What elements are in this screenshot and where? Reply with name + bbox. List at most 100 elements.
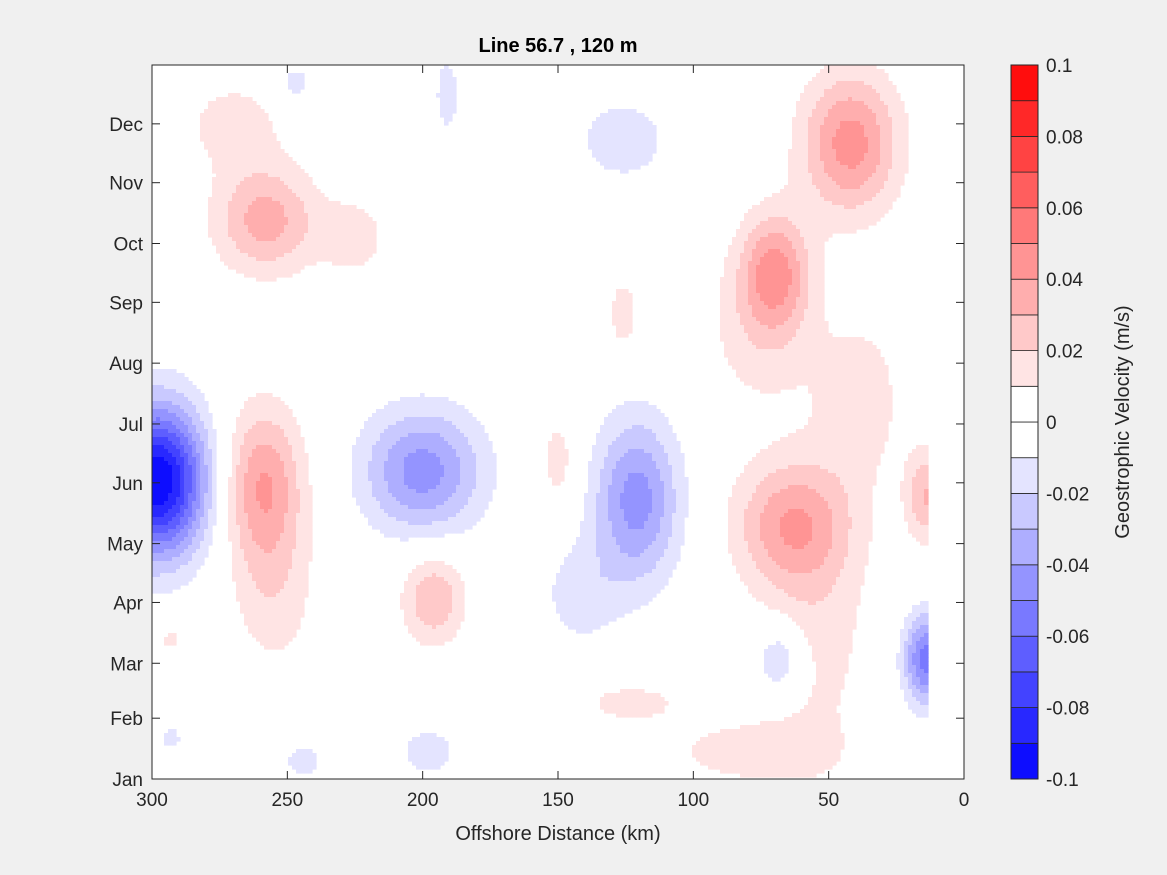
- contour-cell: [224, 173, 229, 178]
- contour-cell: [824, 185, 829, 190]
- contour-cell: [876, 417, 881, 422]
- contour-cell: [212, 217, 217, 222]
- contour-cell: [248, 117, 253, 122]
- contour-cell: [884, 137, 889, 142]
- contour-cell: [224, 213, 229, 218]
- contour-cell: [180, 405, 185, 410]
- contour-cell: [828, 233, 833, 238]
- contour-cell: [868, 357, 873, 362]
- contour-cell: [436, 417, 441, 422]
- contour-cell: [448, 85, 453, 90]
- contour-cell: [752, 245, 757, 250]
- contour-cell: [860, 81, 865, 86]
- contour-cell: [812, 345, 817, 350]
- contour-cell: [272, 425, 277, 430]
- contour-cell: [272, 417, 277, 422]
- contour-cell: [240, 201, 245, 206]
- contour-cell: [812, 317, 817, 322]
- contour-cell: [864, 389, 869, 394]
- contour-cell: [208, 441, 213, 446]
- contour-cell: [868, 409, 873, 414]
- contour-cell: [756, 273, 761, 278]
- contour-cell: [280, 437, 285, 442]
- contour-cell: [444, 85, 449, 90]
- contour-cell: [448, 113, 453, 118]
- contour-cell: [392, 433, 397, 438]
- contour-cell: [632, 421, 637, 426]
- contour-cell: [160, 377, 165, 382]
- contour-cell: [256, 417, 261, 422]
- contour-cell: [876, 401, 881, 406]
- contour-cell: [788, 205, 793, 210]
- contour-cell: [608, 165, 613, 170]
- contour-cell: [256, 213, 261, 218]
- contour-cell: [820, 213, 825, 218]
- contour-cell: [268, 173, 273, 178]
- contour-cell: [728, 329, 733, 334]
- contour-cell: [600, 433, 605, 438]
- contour-cell: [260, 241, 265, 246]
- contour-cell: [260, 409, 265, 414]
- contour-cell: [872, 393, 877, 398]
- contour-cell: [828, 405, 833, 410]
- contour-cell: [812, 169, 817, 174]
- contour-cell: [608, 429, 613, 434]
- contour-cell: [652, 125, 657, 130]
- contour-cell: [888, 397, 893, 402]
- contour-cell: [792, 161, 797, 166]
- contour-cell: [648, 417, 653, 422]
- contour-cell: [884, 209, 889, 214]
- contour-cell: [868, 201, 873, 206]
- contour-cell: [880, 373, 885, 378]
- contour-cell: [784, 293, 789, 298]
- contour-cell: [876, 421, 881, 426]
- contour-cell: [228, 109, 233, 114]
- contour-cell: [788, 281, 793, 286]
- contour-cell: [280, 253, 285, 258]
- contour-cell: [848, 213, 853, 218]
- contour-cell: [272, 141, 277, 146]
- contour-cell: [248, 165, 253, 170]
- contour-cell: [616, 153, 621, 158]
- contour-cell: [184, 385, 189, 390]
- contour-cell: [888, 141, 893, 146]
- contour-cell: [796, 149, 801, 154]
- contour-cell: [784, 361, 789, 366]
- contour-cell: [640, 421, 645, 426]
- contour-cell: [796, 365, 801, 370]
- contour-cell: [820, 349, 825, 354]
- contour-cell: [800, 217, 805, 222]
- contour-cell: [892, 153, 897, 158]
- contour-cell: [836, 389, 841, 394]
- contour-cell: [272, 169, 277, 174]
- contour-cell: [268, 189, 273, 194]
- contour-cell: [728, 285, 733, 290]
- contour-cell: [784, 285, 789, 290]
- contour-cell: [884, 401, 889, 406]
- contour-cell: [288, 213, 293, 218]
- contour-cell: [868, 417, 873, 422]
- contour-cell: [416, 417, 421, 422]
- contour-cell: [288, 249, 293, 254]
- contour-cell: [816, 145, 821, 150]
- contour-cell: [224, 257, 229, 262]
- contour-cell: [808, 137, 813, 142]
- contour-cell: [772, 193, 777, 198]
- contour-cell: [832, 349, 837, 354]
- contour-cell: [832, 381, 837, 386]
- contour-cell: [352, 225, 357, 230]
- contour-cell: [284, 417, 289, 422]
- contour-cell: [820, 369, 825, 374]
- contour-cell: [820, 165, 825, 170]
- contour-cell: [888, 393, 893, 398]
- contour-cell: [264, 117, 269, 122]
- contour-cell: [876, 365, 881, 370]
- contour-cell: [256, 233, 261, 238]
- contour-cell: [724, 269, 729, 274]
- contour-cell: [636, 133, 641, 138]
- contour-cell: [788, 269, 793, 274]
- contour-cell: [228, 157, 233, 162]
- contour-cell: [772, 245, 777, 250]
- contour-cell: [756, 241, 761, 246]
- contour-cell: [208, 437, 213, 442]
